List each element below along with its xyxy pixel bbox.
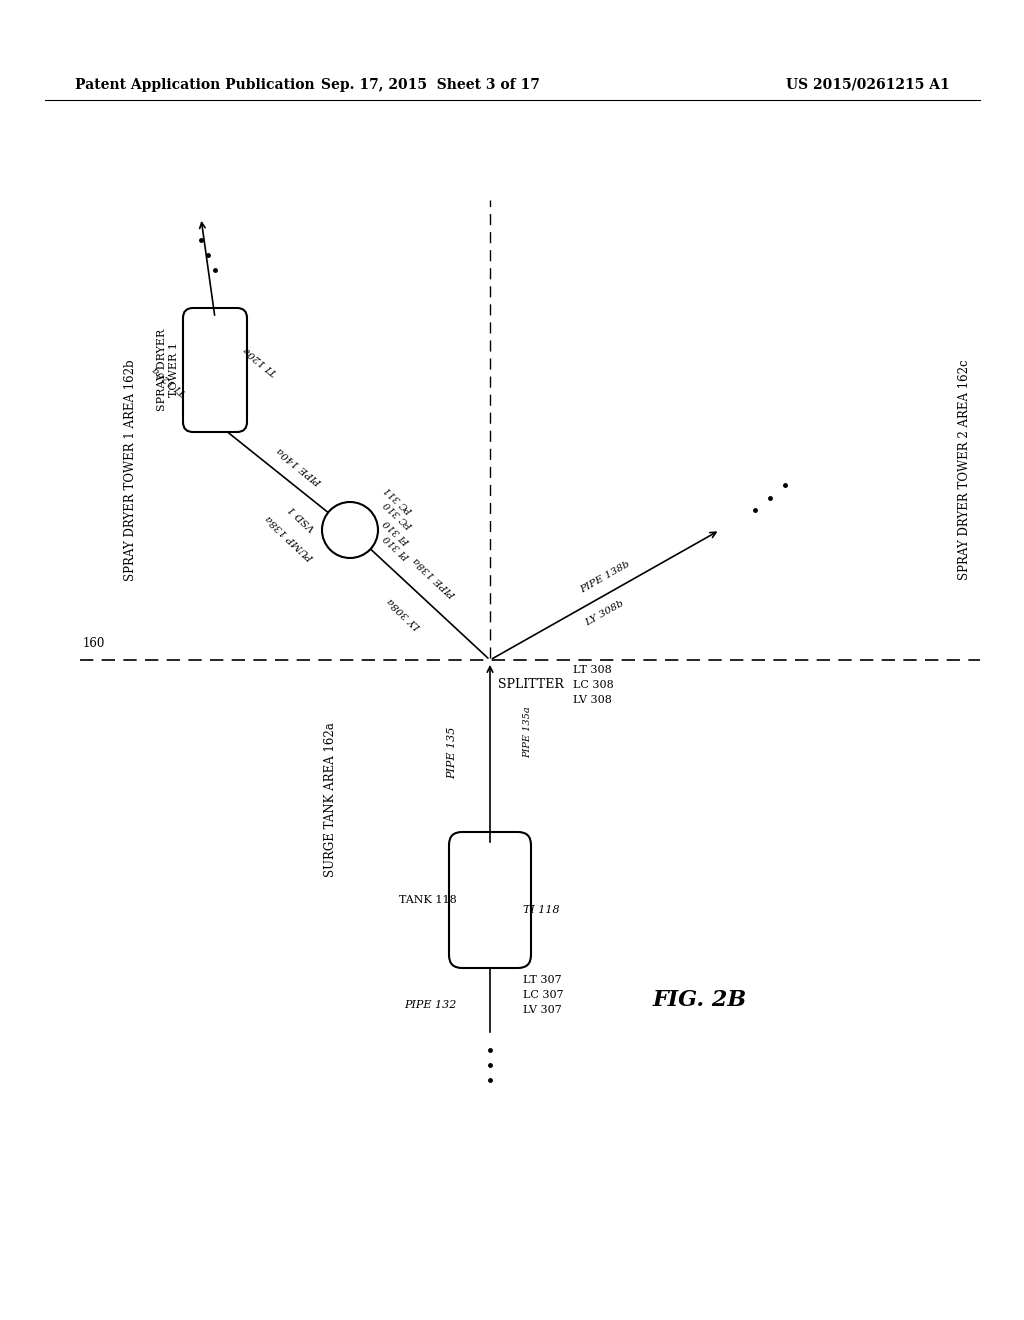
Text: LT 307: LT 307 <box>523 975 561 985</box>
Text: 160: 160 <box>83 638 105 649</box>
Text: PIPE 135: PIPE 135 <box>447 726 457 779</box>
Text: TANK 118: TANK 118 <box>399 895 457 906</box>
Text: SURGE TANK AREA 162a: SURGE TANK AREA 162a <box>324 722 337 878</box>
Text: Patent Application Publication: Patent Application Publication <box>75 78 314 92</box>
Text: PIPE 138a: PIPE 138a <box>412 554 458 599</box>
Text: SPRAY DRYER TOWER 1 AREA 162b: SPRAY DRYER TOWER 1 AREA 162b <box>124 359 136 581</box>
Circle shape <box>322 502 378 558</box>
Text: FIG. 2B: FIG. 2B <box>653 989 748 1011</box>
FancyBboxPatch shape <box>183 308 247 432</box>
Text: SPRAY DRYER TOWER 2 AREA 162c: SPRAY DRYER TOWER 2 AREA 162c <box>958 359 972 581</box>
Text: PIPE 138b: PIPE 138b <box>579 560 632 594</box>
Text: FC 310: FC 310 <box>383 499 416 531</box>
Text: SPRAY DRYER
TOWER 1: SPRAY DRYER TOWER 1 <box>158 329 179 411</box>
Text: PIPE 135a: PIPE 135a <box>523 706 532 759</box>
Text: TI 118: TI 118 <box>523 906 560 915</box>
Text: LV 307: LV 307 <box>523 1005 562 1015</box>
Text: PIPE 140a: PIPE 140a <box>276 445 325 487</box>
Text: LY 308a: LY 308a <box>386 595 424 631</box>
Text: LT 308: LT 308 <box>573 665 611 675</box>
Text: PC 311: PC 311 <box>383 484 416 516</box>
Text: Sep. 17, 2015  Sheet 3 of 17: Sep. 17, 2015 Sheet 3 of 17 <box>321 78 540 92</box>
Text: SPLITTER: SPLITTER <box>498 678 564 692</box>
Text: TI 120a: TI 120a <box>151 364 188 396</box>
Text: US 2015/0261215 A1: US 2015/0261215 A1 <box>786 78 950 92</box>
FancyBboxPatch shape <box>449 832 531 968</box>
Text: VSD 1: VSD 1 <box>287 503 317 532</box>
Text: PUMP 138a: PUMP 138a <box>265 513 317 562</box>
Text: LV 308: LV 308 <box>573 696 612 705</box>
Text: PIPE 132: PIPE 132 <box>404 1001 457 1010</box>
Text: PI 310: PI 310 <box>383 533 413 561</box>
Text: FI 310: FI 310 <box>383 517 413 546</box>
Text: TI 120a: TI 120a <box>242 345 280 376</box>
Text: LC 307: LC 307 <box>523 990 563 1001</box>
Text: LY 308b: LY 308b <box>584 598 626 627</box>
Text: LC 308: LC 308 <box>573 680 613 690</box>
